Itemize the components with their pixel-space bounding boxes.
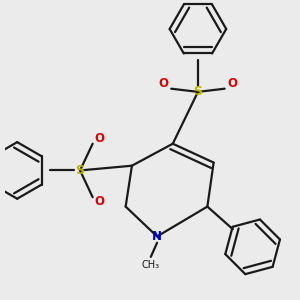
Text: CH₃: CH₃ (142, 260, 160, 270)
Text: O: O (94, 133, 104, 146)
Text: S: S (76, 164, 85, 177)
Text: S: S (194, 85, 202, 98)
Text: O: O (227, 77, 238, 91)
Text: O: O (94, 195, 104, 208)
Text: O: O (158, 77, 168, 91)
Text: N: N (152, 230, 162, 243)
